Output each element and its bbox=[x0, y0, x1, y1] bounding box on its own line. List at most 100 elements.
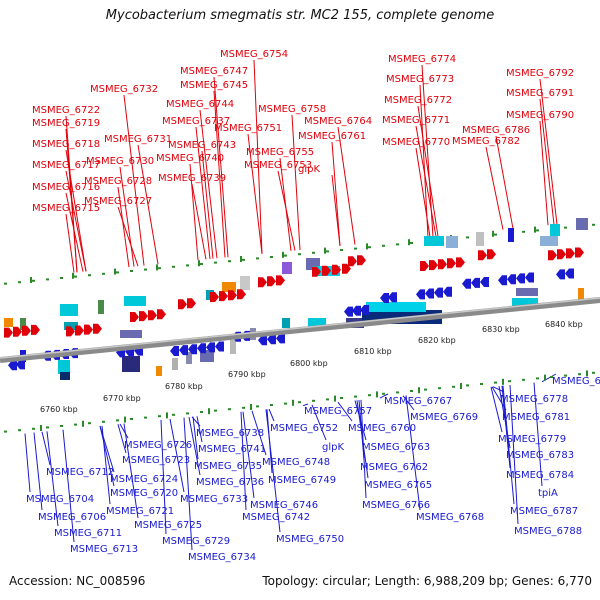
forward-gene-arrow bbox=[276, 275, 285, 286]
leader-line bbox=[253, 59, 263, 254]
reverse-gene-arrow bbox=[480, 277, 489, 287]
track-tick bbox=[30, 277, 32, 283]
track-dot bbox=[144, 268, 147, 271]
feature-block bbox=[20, 318, 26, 330]
track-dot bbox=[242, 406, 245, 409]
gene-label-reverse: MSMEG_6768 bbox=[416, 512, 484, 523]
track-dot bbox=[256, 405, 259, 408]
scale-label: 6820 kbp bbox=[418, 336, 456, 345]
gene-label-reverse: tpiA bbox=[538, 488, 558, 499]
leader-line bbox=[123, 94, 145, 266]
leader-line bbox=[123, 423, 139, 519]
track-tick bbox=[544, 374, 546, 381]
leader-line bbox=[277, 170, 296, 251]
leader-line bbox=[160, 419, 167, 535]
track-dot bbox=[298, 253, 301, 256]
gene-label-reverse: MSMEG_6769 bbox=[410, 412, 478, 423]
feature-block bbox=[120, 330, 142, 338]
feature-block bbox=[576, 218, 588, 230]
track-dot bbox=[326, 250, 329, 253]
gene-label-forward: MSMEG_6782 bbox=[452, 136, 520, 147]
forward-gene-arrow bbox=[312, 266, 321, 277]
track-dot bbox=[312, 399, 315, 402]
forward-gene-arrow bbox=[557, 249, 566, 260]
track-dot bbox=[200, 263, 203, 265]
leader-line bbox=[360, 399, 367, 499]
leader-line bbox=[415, 147, 431, 238]
forward-gene-arrow bbox=[332, 264, 341, 275]
gene-label-reverse: MSMEG_6742 bbox=[242, 512, 310, 523]
feature-block bbox=[60, 304, 78, 316]
track-dot bbox=[18, 281, 21, 284]
track-dot bbox=[102, 272, 105, 275]
forward-gene-arrow bbox=[130, 312, 139, 322]
forward-gene-arrow bbox=[219, 291, 228, 302]
map-title: Mycobacterium smegmatis str. MC2 155, co… bbox=[105, 8, 495, 23]
track-dot bbox=[522, 378, 525, 381]
gene-label-forward: MSMEG_6718 bbox=[32, 139, 100, 150]
leader-line bbox=[539, 98, 555, 225]
track-dot bbox=[424, 388, 427, 391]
reverse-gene-arrow bbox=[197, 343, 206, 354]
forward-gene-arrow bbox=[478, 250, 487, 261]
leader-line bbox=[137, 144, 159, 265]
forward-gene-arrow bbox=[237, 289, 246, 300]
leader-line bbox=[509, 384, 519, 525]
track-dot bbox=[396, 243, 399, 246]
leader-line bbox=[65, 170, 87, 272]
track-dot bbox=[172, 413, 175, 416]
track-dot bbox=[256, 257, 259, 260]
feature-block bbox=[512, 298, 538, 308]
leader-line bbox=[117, 186, 130, 268]
scale-label: 6840 kbp bbox=[545, 320, 583, 329]
leader-line bbox=[419, 84, 429, 238]
reverse-gene-arrow bbox=[462, 278, 471, 289]
reverse-gene-arrow bbox=[388, 292, 397, 303]
leader-line bbox=[247, 133, 263, 254]
leader-line bbox=[169, 418, 185, 493]
gene-label-reverse: MSMEG_6784 bbox=[506, 470, 574, 481]
gene-label-forward: MSMEG_6761 bbox=[298, 131, 366, 142]
gene-label-reverse: MSMEG_6725 bbox=[134, 520, 202, 531]
track-dot bbox=[242, 258, 245, 261]
track-dot bbox=[18, 429, 21, 432]
reverse-gene-arrow bbox=[267, 334, 276, 345]
leader-line bbox=[417, 105, 439, 237]
track-dot bbox=[32, 427, 35, 430]
reverse-gene-arrow bbox=[380, 293, 389, 303]
track-tick bbox=[586, 370, 588, 377]
track-dot bbox=[410, 390, 413, 392]
leader-line bbox=[201, 150, 214, 259]
track-dot bbox=[438, 387, 441, 390]
track-dot bbox=[466, 236, 469, 239]
track-tick bbox=[208, 408, 210, 415]
track-dot bbox=[578, 373, 581, 376]
gene-label-forward: MSMEG_6740 bbox=[156, 153, 224, 164]
track-dot bbox=[494, 233, 497, 236]
track-dot bbox=[452, 385, 455, 388]
track-dot bbox=[144, 416, 147, 419]
gene-label-forward: MSMEG_6715 bbox=[32, 203, 100, 214]
top-leader-lines bbox=[65, 59, 558, 273]
track-dot bbox=[340, 249, 343, 251]
reverse-gene-arrow bbox=[556, 269, 565, 280]
leader-line bbox=[265, 409, 281, 533]
gene-label-forward: MSMEG_6731 bbox=[104, 134, 172, 145]
leader-line bbox=[65, 213, 75, 273]
gene-label-forward: MSMEG_6786 bbox=[462, 125, 530, 136]
track-tick bbox=[282, 251, 284, 258]
gene-label-forward: MSMEG_6773 bbox=[386, 74, 454, 85]
track-dot bbox=[270, 404, 273, 406]
forward-gene-arrow bbox=[575, 247, 584, 258]
feature-block bbox=[446, 236, 458, 248]
gene-label-reverse: MSMEG_6787 bbox=[510, 506, 578, 517]
leader-line bbox=[242, 411, 255, 499]
track-tick bbox=[72, 272, 74, 279]
track-dot bbox=[298, 401, 301, 404]
leader-line bbox=[331, 141, 341, 247]
leader-line bbox=[251, 410, 267, 456]
track-dot bbox=[228, 260, 231, 263]
reverse-gene-arrow bbox=[8, 360, 17, 371]
reverse-gene-arrow bbox=[471, 277, 480, 288]
feature-block bbox=[124, 296, 146, 306]
